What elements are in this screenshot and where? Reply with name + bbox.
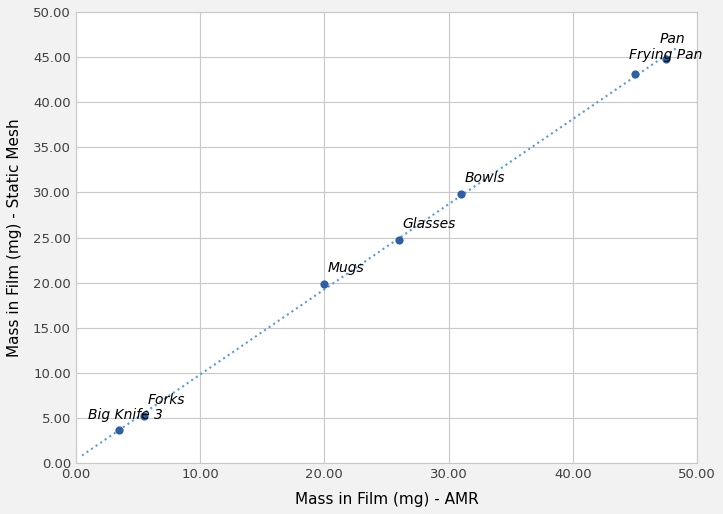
Y-axis label: Mass in Film (mg) - Static Mesh: Mass in Film (mg) - Static Mesh [7,118,22,357]
Point [138,412,150,420]
Text: Bowls: Bowls [465,171,505,185]
Text: Frying Pan: Frying Pan [629,48,702,62]
Point [319,280,330,288]
Point [660,55,672,63]
X-axis label: Mass in Film (mg) - AMR: Mass in Film (mg) - AMR [294,492,479,507]
Point [629,70,641,78]
Text: Glasses: Glasses [403,217,456,231]
Point [114,426,125,434]
Text: Mugs: Mugs [328,262,365,276]
Text: Pan: Pan [660,32,685,46]
Point [393,236,405,244]
Point [455,190,467,198]
Text: Big Knife 3: Big Knife 3 [88,409,163,423]
Text: Forks: Forks [148,393,185,407]
